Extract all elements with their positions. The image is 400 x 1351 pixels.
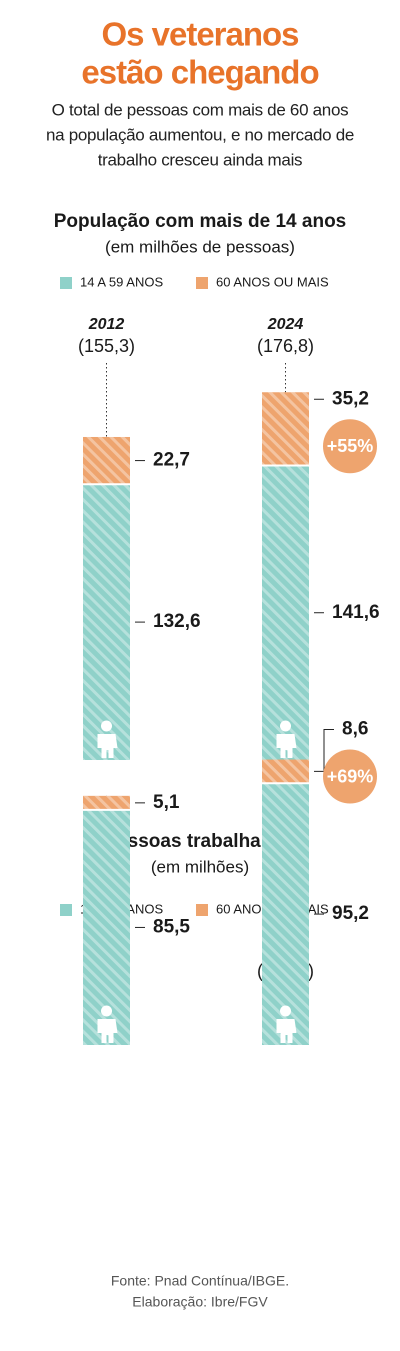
title: estão chegando [81, 54, 318, 91]
year-label: 2024 [267, 316, 304, 333]
person-icon [101, 720, 112, 732]
change-label: +69% [327, 766, 374, 786]
legend-label: 14 A 59 ANOS [80, 274, 163, 289]
hatch [83, 436, 130, 485]
person-icon [97, 734, 118, 758]
person-icon [280, 1005, 291, 1017]
person-icon [276, 734, 297, 758]
legend-label: 60 ANOS OU MAIS [216, 274, 329, 289]
value-label: 22,7 [153, 450, 190, 471]
legend-swatch [60, 277, 72, 289]
chart-subtitle: (em milhões) [151, 857, 249, 876]
value-label: 85,5 [153, 916, 190, 937]
person-icon [97, 1019, 118, 1043]
legend-swatch [60, 904, 72, 916]
total-label: (176,8) [257, 336, 314, 356]
change-badge [323, 419, 377, 474]
hatch [262, 392, 309, 466]
value-label: 95,2 [332, 903, 369, 924]
person-icon [101, 1005, 112, 1017]
total-label: (155,3) [78, 336, 135, 356]
chart-title: Pessoas trabalhando [104, 831, 295, 852]
change-label: +55% [327, 436, 374, 456]
hatch [262, 759, 309, 784]
hatch [262, 783, 309, 1045]
legend-swatch [196, 904, 208, 916]
value-label: 8,6 [342, 719, 368, 740]
value-label: 35,2 [332, 388, 369, 409]
subtitle: trabalho cresceu ainda mais [98, 150, 303, 169]
source: Elaboração: Ibre/FGV [132, 1294, 268, 1310]
subtitle: O total de pessoas com mais de 60 anos [52, 100, 349, 119]
source: Fonte: Pnad Contínua/IBGE. [111, 1273, 289, 1289]
year-label: 2012 [88, 316, 125, 333]
value-label: 141,6 [332, 602, 380, 623]
hatch [262, 465, 309, 760]
value-label: 132,6 [153, 611, 201, 632]
hatch [83, 795, 130, 810]
chart-subtitle: (em milhões de pessoas) [105, 237, 295, 256]
change-badge [323, 749, 377, 804]
person-icon [280, 720, 291, 732]
title: Os veteranos [101, 16, 298, 53]
value-label: 5,1 [153, 792, 180, 813]
legend-swatch [196, 277, 208, 289]
label-leader [314, 729, 334, 772]
chart-title: População com mais de 14 anos [54, 211, 347, 232]
hatch [83, 484, 130, 760]
subtitle: na população aumentou, e no mercado de [46, 125, 354, 144]
person-icon [276, 1019, 297, 1043]
